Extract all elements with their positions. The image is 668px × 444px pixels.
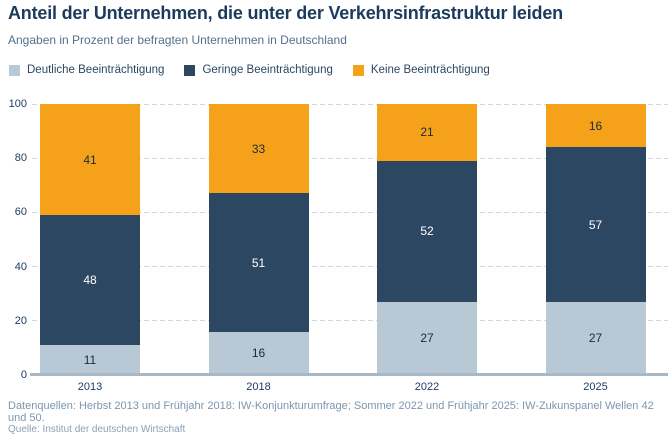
- bar-segment-2022: [377, 160, 477, 302]
- bar-segment-2013: [40, 215, 140, 346]
- legend-item-geringe: Geringe Beeinträchtigung: [184, 64, 333, 76]
- bar-value-label: 51: [251, 255, 266, 270]
- legend-swatch-deutliche: [9, 64, 20, 76]
- bar-value-label: 41: [83, 152, 97, 167]
- x-axis-tick-label: 2018: [246, 381, 271, 393]
- legend-swatch-keine: [352, 64, 364, 76]
- chart-title: Anteil der Unternehmen, die unter der Ve…: [8, 3, 563, 23]
- x-axis-tick-label: 2013: [77, 381, 103, 393]
- bar-segment-2022: [377, 301, 477, 375]
- bar-segment-2018: [208, 104, 309, 194]
- bar-value-label: 16: [588, 118, 603, 133]
- bar-value-label: 16: [251, 346, 266, 361]
- gridline: [32, 157, 668, 159]
- bar-segment-2022: [377, 104, 477, 161]
- gridline: [32, 211, 668, 213]
- bar-value-label: 27: [588, 331, 603, 346]
- y-axis-tick-label: 20: [14, 314, 27, 327]
- bar-segment-2018: [208, 193, 309, 332]
- bar-segment-2018: [208, 331, 309, 375]
- bar-value-label: 48: [83, 273, 97, 288]
- bar-segment-2013: [40, 345, 140, 375]
- legend-item-deutliche: Deutliche Beeinträchtigung: [9, 64, 164, 76]
- gridline: [32, 266, 668, 268]
- legend-swatch-geringe: [184, 64, 196, 76]
- gridline: [32, 103, 668, 105]
- y-axis-tick-label: 40: [14, 260, 27, 273]
- y-axis-tick-label: 0: [20, 369, 27, 381]
- bar-value-label: 52: [420, 224, 434, 239]
- bar-value-label: 27: [420, 331, 434, 346]
- x-axis-tick-label: 2022: [414, 381, 440, 393]
- footer-source: Quelle: Institut der deutschen Wirtschaf…: [8, 424, 186, 435]
- bar-segment-2025: [545, 301, 646, 375]
- bar-value-label: 21: [420, 125, 434, 140]
- bar-value-label: 11: [83, 353, 97, 368]
- y-axis-tick-label: 60: [14, 206, 27, 219]
- legend-label: Keine Beeinträchtigung: [370, 64, 490, 76]
- gridline: [32, 320, 668, 322]
- bar-segment-2025: [545, 147, 646, 302]
- y-axis-tick-label: 80: [14, 152, 27, 165]
- bar-segment-2013: [40, 104, 140, 216]
- legend-label: Geringe Beeinträchtigung: [202, 64, 333, 76]
- bar-segment-2025: [545, 104, 646, 148]
- legend-item-keine: Keine Beeinträchtigung: [352, 64, 490, 76]
- bar-value-label: 33: [251, 141, 266, 156]
- y-axis-tick-label: 100: [8, 98, 27, 110]
- footer-datasource: Datenquellen: Herbst 2013 und Frühjahr 2…: [8, 400, 654, 424]
- x-axis-line: [30, 373, 668, 376]
- chart-subtitle: Angaben in Prozent der befragten Unterne…: [8, 33, 347, 47]
- legend: Deutliche Beeinträchtigung Geringe Beein…: [9, 64, 490, 76]
- legend-label: Deutliche Beeinträchtigung: [27, 64, 165, 76]
- x-axis-tick-label: 2025: [583, 381, 608, 393]
- bar-value-label: 57: [588, 217, 603, 232]
